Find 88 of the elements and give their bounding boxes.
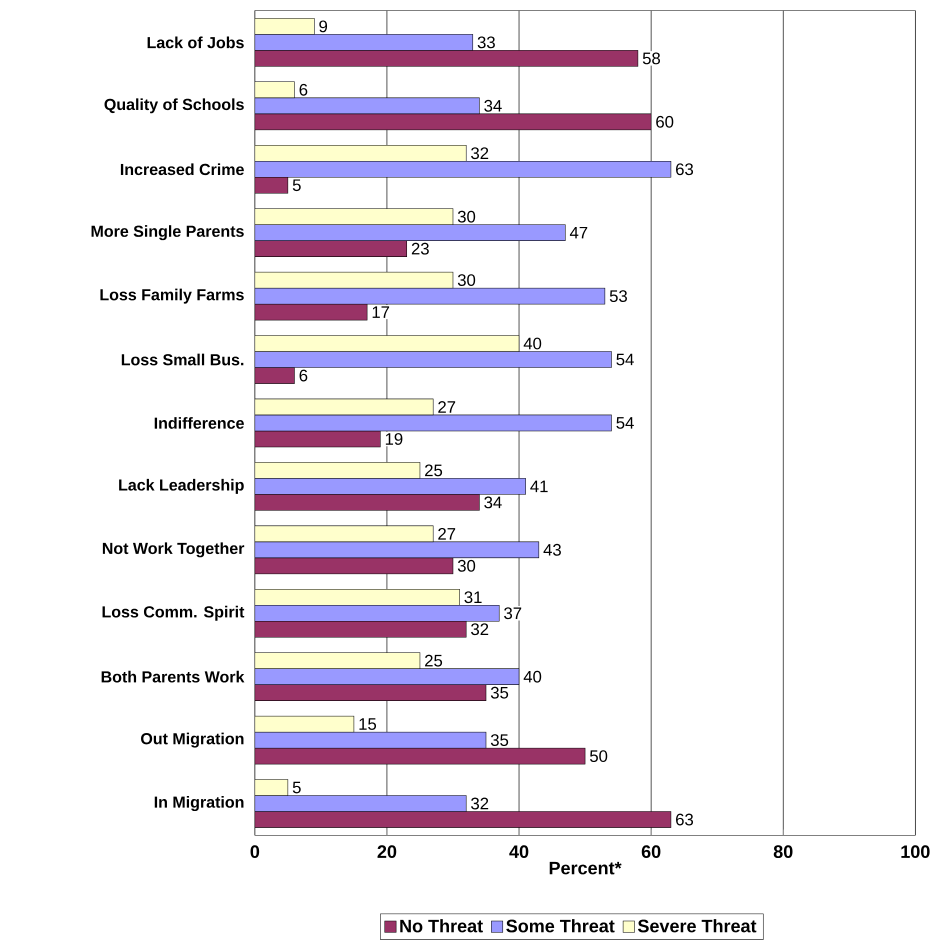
bar <box>254 351 612 368</box>
data-label: 63 <box>676 814 693 826</box>
data-label: 34 <box>484 100 502 112</box>
data-label: 23 <box>412 242 429 255</box>
bar <box>254 478 526 495</box>
data-label: 25 <box>424 464 442 476</box>
data-label: 19 <box>386 433 402 445</box>
bar <box>254 494 480 511</box>
data-label: 60 <box>656 116 674 128</box>
data-label: 30 <box>458 274 475 286</box>
bar <box>254 160 672 178</box>
data-label: 40 <box>524 338 542 350</box>
bar <box>254 176 288 194</box>
bar <box>254 542 539 558</box>
bar <box>254 367 295 384</box>
data-label: 6 <box>299 84 308 96</box>
x-tick-label: 20 <box>377 845 396 858</box>
bar <box>254 620 466 638</box>
bar <box>254 668 520 685</box>
data-label: 58 <box>642 52 660 64</box>
data-label: 41 <box>530 480 548 492</box>
data-label: 34 <box>484 496 502 508</box>
y-tick-label: Lack Leadership <box>118 478 244 494</box>
data-label: 31 <box>464 591 482 604</box>
x-tick-label: 80 <box>774 845 792 858</box>
data-label: 33 <box>478 36 495 48</box>
bar <box>254 34 473 51</box>
data-label: 27 <box>438 528 455 540</box>
bar <box>254 558 454 574</box>
data-label: 43 <box>543 544 561 556</box>
y-tick-label: Not Work Together <box>102 542 244 558</box>
y-tick-label: Lack of Jobs <box>147 36 244 48</box>
data-label: 25 <box>424 654 442 667</box>
bar <box>254 50 638 67</box>
data-label: 9 <box>319 20 327 32</box>
y-tick-label: Loss Family Farms <box>100 288 244 304</box>
legend-label: No Threat <box>400 919 483 932</box>
data-label: 32 <box>470 623 488 636</box>
data-label: 63 <box>676 163 693 176</box>
data-label: 53 <box>610 290 627 302</box>
data-label: 35 <box>490 686 508 699</box>
data-label: 35 <box>490 734 508 746</box>
bar <box>254 414 612 432</box>
y-tick-label: Out Migration <box>140 732 244 748</box>
bar <box>254 430 380 448</box>
x-tick-label: 60 <box>642 845 660 858</box>
y-tick-label: Loss Small Bus. <box>122 354 244 366</box>
data-label: 27 <box>438 401 455 413</box>
data-label: 5 <box>292 782 301 794</box>
bar <box>254 604 500 622</box>
bar <box>254 748 586 764</box>
bar <box>254 795 466 812</box>
y-tick-label: Both Parents Work <box>102 670 244 683</box>
data-label: 15 <box>359 718 376 730</box>
y-tick-label: In Migration <box>154 796 244 812</box>
data-label: 32 <box>470 798 488 810</box>
bar <box>254 684 486 701</box>
x-axis-title: Percent* <box>550 862 622 874</box>
bar <box>254 224 566 241</box>
data-label: 40 <box>524 670 542 683</box>
data-label: 6 <box>299 370 308 382</box>
bar <box>254 240 407 257</box>
bar <box>254 114 652 130</box>
data-label: 5 <box>292 179 301 192</box>
data-label: 47 <box>570 226 588 238</box>
y-tick-label: Increased Crime <box>120 163 244 176</box>
y-tick-label: Quality of Schools <box>104 98 244 114</box>
data-label: 37 <box>504 607 522 620</box>
data-label: 54 <box>616 417 634 429</box>
data-label: 17 <box>372 306 389 318</box>
bar <box>254 98 480 114</box>
data-label: 32 <box>470 147 488 160</box>
legend-label: Some Threat <box>506 919 614 932</box>
y-tick-label: Indifference <box>154 417 244 429</box>
x-tick-label: 40 <box>509 845 528 858</box>
bar <box>254 811 672 828</box>
data-label: 50 <box>590 750 608 762</box>
bar <box>254 732 486 748</box>
data-label: 30 <box>458 560 475 572</box>
legend-label: Severe Threat <box>638 919 756 932</box>
x-tick-label: 0 <box>250 845 259 858</box>
data-label: 30 <box>458 210 475 223</box>
data-label: 54 <box>616 354 634 366</box>
x-tick-label: 100 <box>901 845 930 858</box>
bar <box>254 288 605 304</box>
y-tick-label: More Single Parents <box>91 225 244 240</box>
y-tick-label: Loss Comm. Spirit <box>102 606 244 621</box>
bar <box>254 304 368 320</box>
